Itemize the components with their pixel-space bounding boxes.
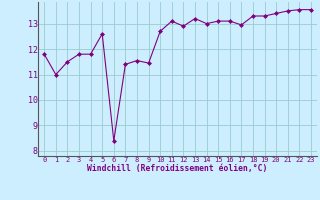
- X-axis label: Windchill (Refroidissement éolien,°C): Windchill (Refroidissement éolien,°C): [87, 164, 268, 173]
